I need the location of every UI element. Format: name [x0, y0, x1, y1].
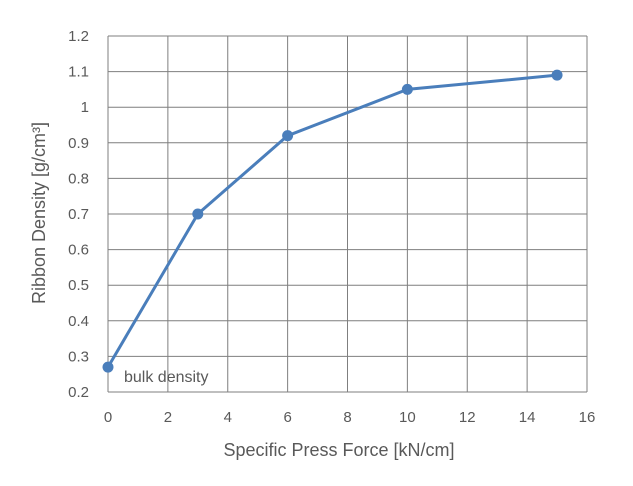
data-point [192, 208, 204, 220]
x-tick-label: 6 [283, 409, 291, 426]
data-point [401, 83, 413, 95]
annotation-label: bulk density [124, 369, 209, 386]
x-tick-label: 14 [519, 409, 536, 426]
y-tick-label: 1.2 [68, 28, 89, 45]
y-tick-label: 0.8 [68, 170, 89, 187]
x-tick-label: 12 [459, 409, 476, 426]
x-tick-label: 8 [343, 409, 351, 426]
y-tick-label: 0.2 [68, 384, 89, 401]
data-point [102, 361, 114, 373]
x-axis-title: Specific Press Force [kN/cm] [223, 440, 454, 460]
x-tick-label: 10 [399, 409, 416, 426]
tick-labels: 0 2 4 6 8 10 12 14 16 0.2 0.3 0.4 0.5 0.6 0.7 0.8 0.9 1 1.… [68, 28, 595, 426]
y-tick-label: 1 [81, 99, 89, 116]
y-tick-label: 1.1 [68, 64, 89, 81]
x-tick-label: 4 [224, 409, 232, 426]
annotations: bulk density [124, 369, 209, 386]
x-tick-label: 16 [579, 409, 596, 426]
y-axis-title: Ribbon Density [g/cm³] [29, 122, 49, 304]
y-tick-label: 0.5 [68, 277, 89, 294]
x-tick-label: 2 [164, 409, 172, 426]
y-tick-label: 0.9 [68, 135, 89, 152]
grid-lines [107, 35, 588, 393]
y-tick-label: 0.4 [68, 313, 89, 330]
y-tick-label: 0.6 [68, 242, 89, 259]
y-tick-label: 0.7 [68, 206, 89, 223]
data-point [282, 130, 294, 142]
series-layer [102, 69, 563, 373]
x-tick-label: 0 [104, 409, 112, 426]
data-point [551, 69, 563, 81]
series-line [106, 73, 559, 369]
y-tick-label: 0.3 [68, 348, 89, 365]
